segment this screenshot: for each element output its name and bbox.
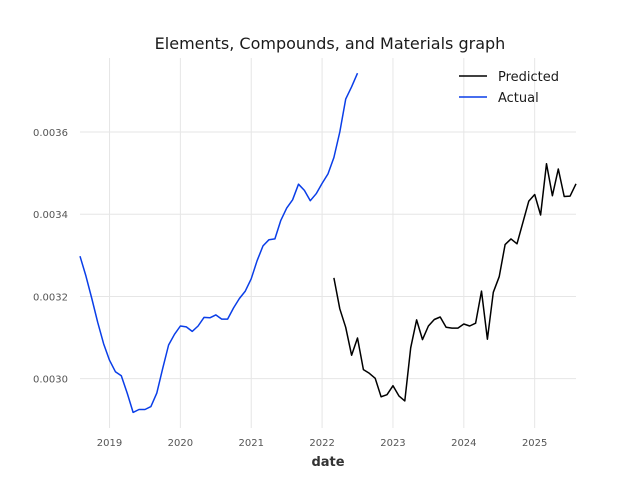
series-line-actual [79, 72, 359, 414]
y-tick-label: 0.0036 [33, 128, 68, 139]
x-tick-label: 2019 [97, 438, 122, 449]
grid [80, 58, 576, 428]
chart-title: Elements, Compounds, and Materials graph [155, 34, 506, 53]
legend: Predicted Actual [459, 70, 559, 106]
x-tick-label: 2021 [239, 438, 264, 449]
x-tick-label: 2020 [168, 438, 193, 449]
series-lines [79, 72, 577, 414]
legend-label-predicted: Predicted [498, 70, 559, 85]
y-tick-label: 0.0034 [33, 210, 68, 221]
y-tick-label: 0.0030 [33, 375, 68, 386]
legend-label-actual: Actual [498, 91, 539, 106]
x-axis-label: date [311, 455, 344, 470]
y-tick-label: 0.0032 [33, 292, 68, 303]
x-tick-label: 2025 [522, 438, 547, 449]
x-tick-label: 2022 [309, 438, 334, 449]
series-line-predicted [333, 162, 577, 402]
x-tick-label: 2023 [380, 438, 405, 449]
tick-labels: 2019 2020 2021 2022 2023 2024 2025 0.0030 0.0032… [33, 128, 547, 449]
x-tick-label: 2024 [451, 438, 476, 449]
